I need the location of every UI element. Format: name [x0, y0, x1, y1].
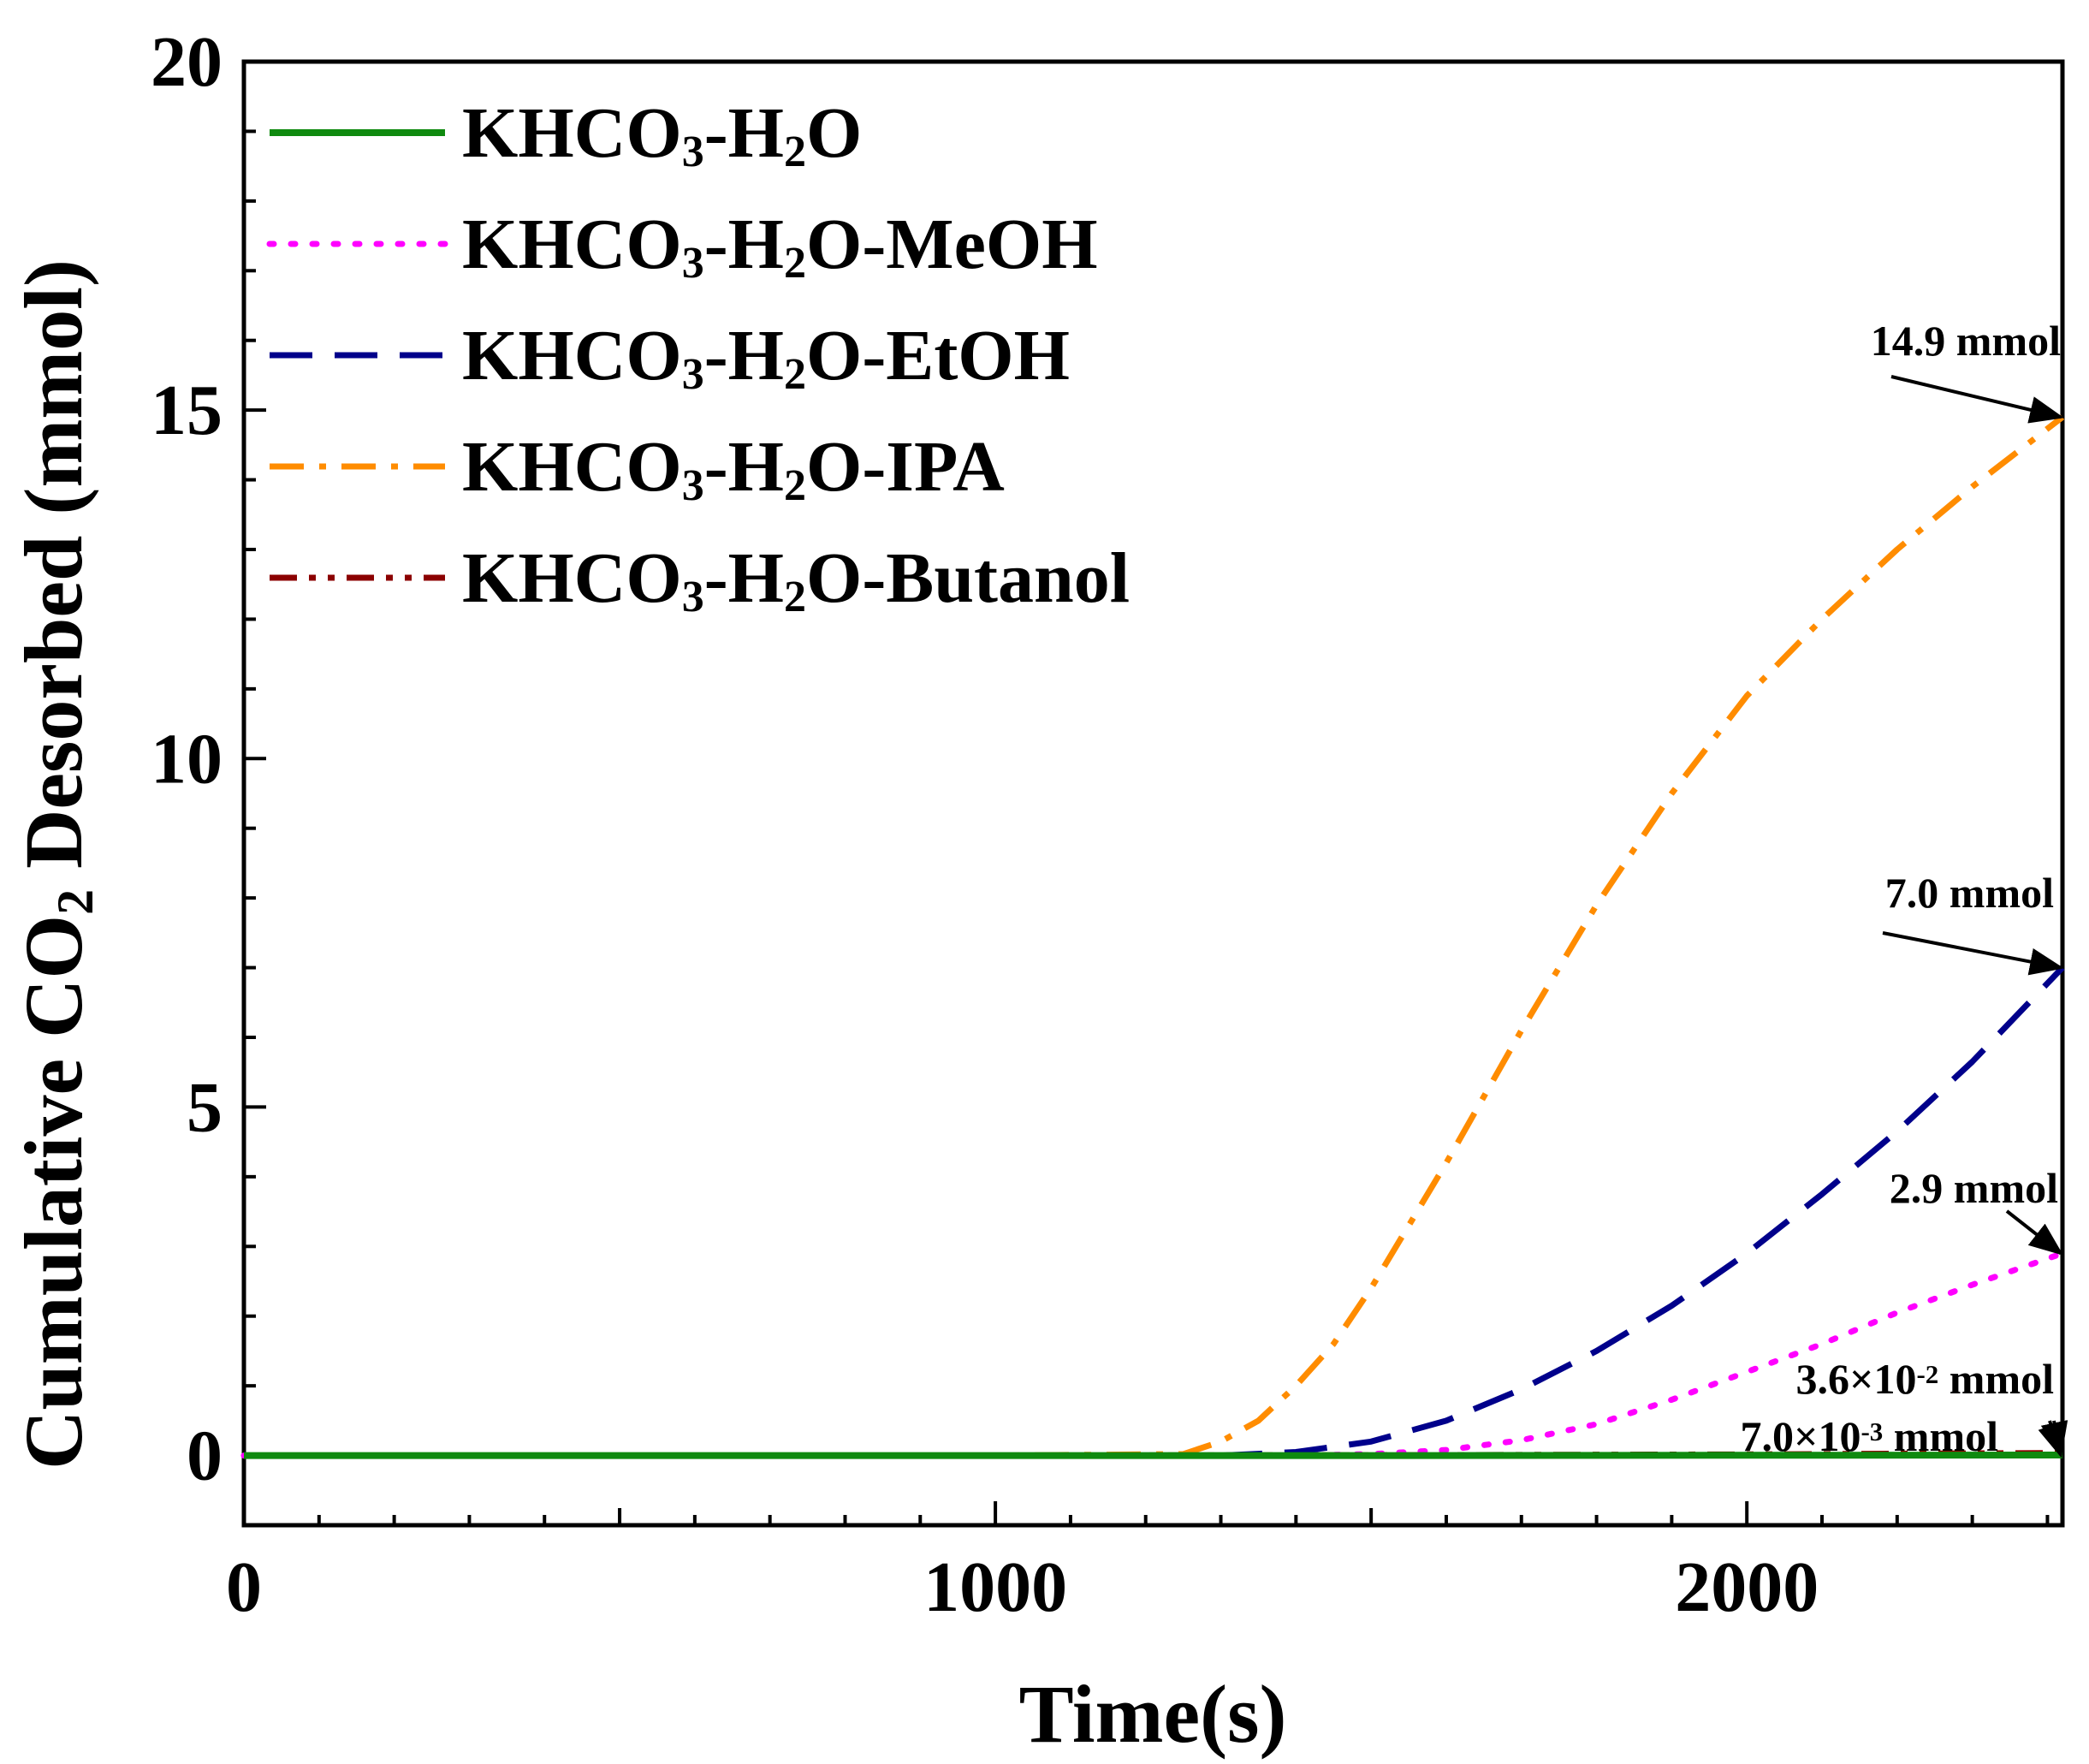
y-tick-label: 10 — [151, 719, 223, 799]
series-line-0 — [244, 1452, 2063, 1459]
plot-frame — [241, 59, 2065, 1528]
annotation-arrow-1 — [1882, 931, 2064, 976]
annotation-arrow-4 — [2038, 1420, 2065, 1458]
x-tick-label: 2000 — [1675, 1547, 1819, 1627]
annotation-label-0: 14.9 mmol — [1871, 317, 2061, 365]
series-line-3 — [244, 414, 2065, 1459]
annotations: 14.9 mmol 7.0 mmol 2.9 mmol 3.6×10-2 mmol 7.… — [1740, 317, 2068, 1460]
y-tick-label: 20 — [151, 22, 223, 102]
series-line-2 — [244, 965, 2065, 1459]
legend-label-2: KHCO3-H2O-EtOH — [462, 316, 1070, 399]
y-tick-label: 15 — [151, 371, 223, 450]
legend-label-0: KHCO3-H2O — [462, 93, 862, 176]
annotation-arrow-2 — [2005, 1209, 2064, 1256]
legend: KHCO3-H2O KHCO3-H2O-MeOH KHCO3-H2O-EtOH KHC… — [266, 93, 1130, 621]
x-axis: 0 1000 2000 — [226, 1501, 2050, 1627]
x-axis-title: Time(s) — [1019, 1668, 1287, 1760]
y-tick-label: 0 — [187, 1417, 223, 1496]
x-tick-label: 1000 — [923, 1547, 1067, 1627]
annotation-label-4: 7.0×10-3 mmol — [1740, 1412, 1998, 1460]
x-tick-label: 0 — [226, 1547, 262, 1627]
annotation-arrow-0 — [1890, 375, 2064, 424]
y-axis-title: Cumulative CO2 Desorbed (mmol) — [8, 259, 104, 1470]
legend-label-1: KHCO3-H2O-MeOH — [462, 205, 1098, 288]
annotation-label-2: 2.9 mmol — [1890, 1164, 2058, 1212]
annotation-label-3: 3.6×10-2 mmol — [1795, 1355, 2054, 1403]
y-axis: 0 5 10 15 20 — [151, 22, 266, 1527]
annotation-label-1: 7.0 mmol — [1885, 869, 2054, 917]
legend-label-4: KHCO3-H2O-Butanol — [462, 538, 1130, 621]
legend-label-3: KHCO3-H2O-IPA — [462, 427, 1005, 510]
series-layer — [240, 414, 2066, 1459]
y-tick-label: 5 — [187, 1067, 223, 1147]
